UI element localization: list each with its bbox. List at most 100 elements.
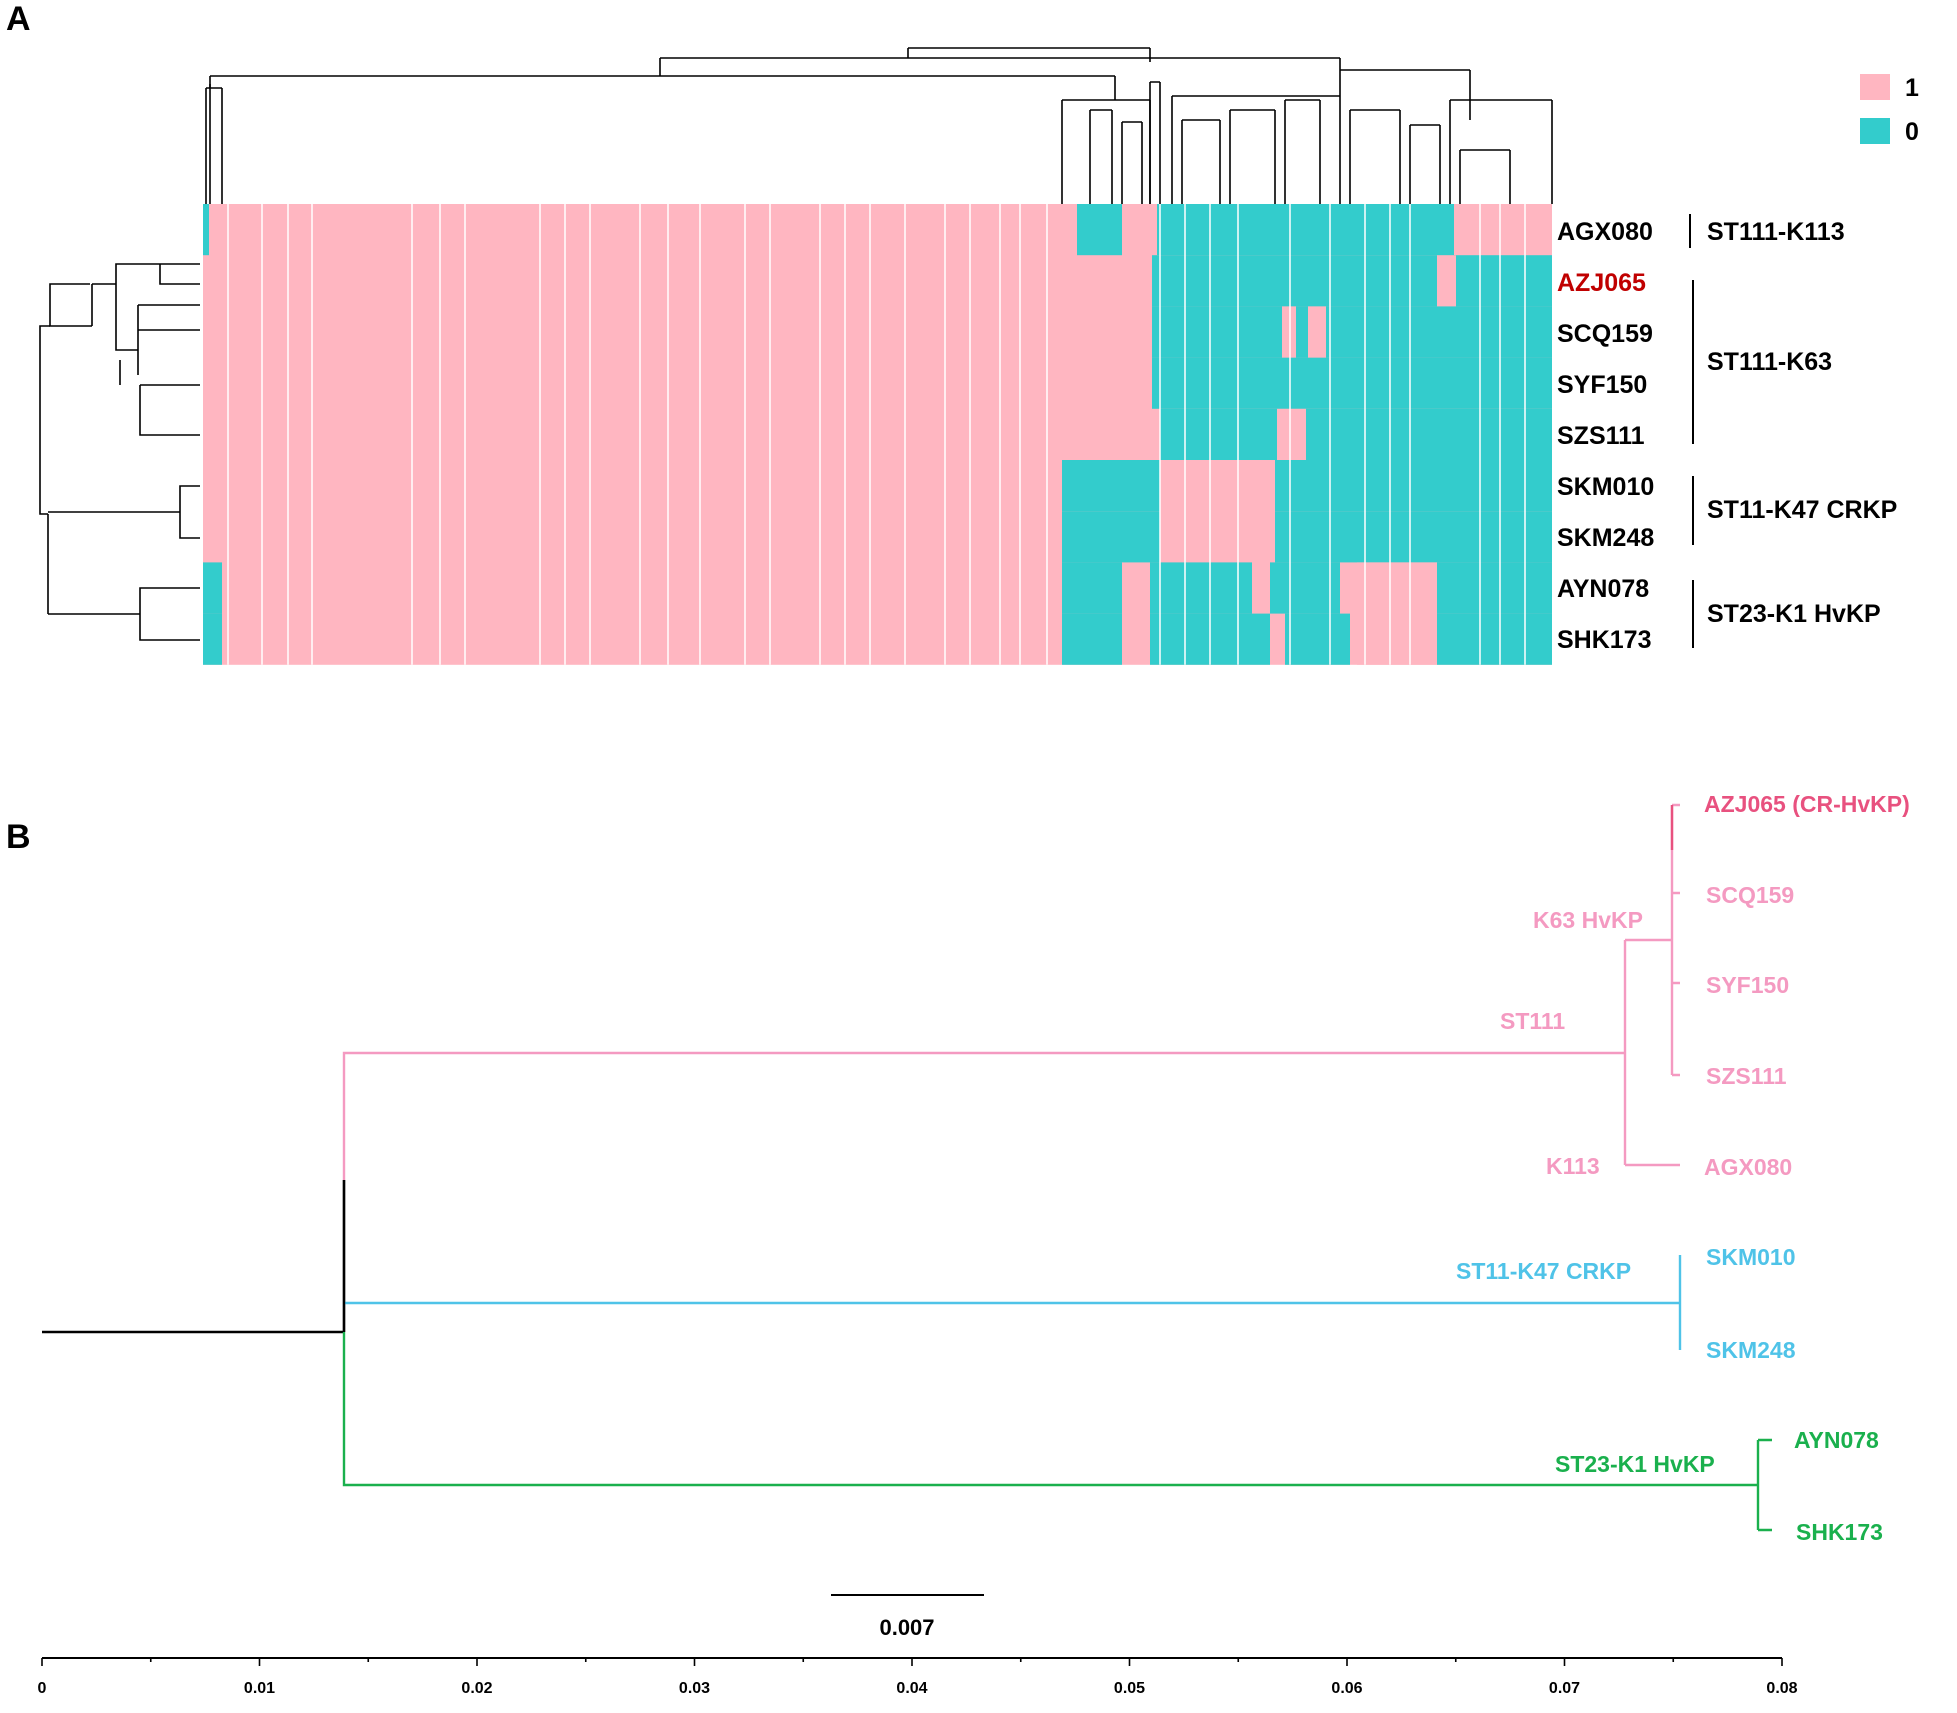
row-label-skm248: SKM248 xyxy=(1557,524,1654,552)
group-labels: ST111-K113 ST111-K63 ST11-K47 CRKP ST23-… xyxy=(1707,218,1897,628)
row-label-agx080: AGX080 xyxy=(1557,218,1653,246)
tree-branch-st11 xyxy=(344,1255,1682,1350)
heatmap-cell-1 xyxy=(1277,408,1306,460)
column-dendrogram-branch xyxy=(1459,149,1511,204)
heatmap-cell-1 xyxy=(1437,255,1456,307)
clade-label-k63: K63 HvKP xyxy=(1533,907,1643,933)
column-dendrogram-branch xyxy=(205,84,223,204)
tip-label-scq159: SCQ159 xyxy=(1706,882,1794,908)
tree-clade-labels: K63 HvKP ST111 K113 ST11-K47 CRKP ST23-K… xyxy=(1456,907,1715,1477)
heatmap xyxy=(203,204,1552,665)
heatmap-cell-0 xyxy=(1150,562,1252,614)
heatmap-cell-0 xyxy=(1077,204,1122,256)
tree-branch-st111 xyxy=(342,1051,1625,1180)
row-label-syf150: SYF150 xyxy=(1557,371,1647,399)
column-dendrogram-branch xyxy=(1171,95,1341,204)
column-dendrogram-branch xyxy=(1121,121,1143,204)
clade-label-st23-k1: ST23-K1 HvKP xyxy=(1555,1451,1715,1477)
axis-tick-label: 0.03 xyxy=(679,1680,710,1697)
row-dendro-branch xyxy=(159,263,200,285)
group-label-st23-k1: ST23-K1 HvKP xyxy=(1707,600,1881,628)
tip-label-syf150: SYF150 xyxy=(1706,972,1789,998)
tip-label-ayn078: AYN078 xyxy=(1794,1427,1879,1453)
clade-label-st11-k47: ST11-K47 CRKP xyxy=(1456,1258,1631,1284)
heatmap-cell-0 xyxy=(1152,357,1552,409)
heatmap-cell-0 xyxy=(1437,562,1552,614)
panel-a-letter: A xyxy=(6,0,31,38)
legend-label-0: 0 xyxy=(1905,118,1919,146)
phylogenetic-tree xyxy=(42,803,1772,1532)
row-label-ayn078: AYN078 xyxy=(1557,575,1649,603)
axis-tick-label: 0.02 xyxy=(461,1680,492,1697)
heatmap-cell-0 xyxy=(1275,460,1552,512)
heatmap-cell-0 xyxy=(1062,460,1160,512)
column-dendrogram-branch xyxy=(907,47,1151,62)
distance-axis: 0 0.01 0.02 0.03 0.04 0.05 0.06 0.07 0.08 xyxy=(38,1657,1798,1697)
column-dendrogram-branch xyxy=(1339,69,1471,120)
column-dendrogram-branch xyxy=(1181,119,1221,204)
tip-label-skm010: SKM010 xyxy=(1706,1244,1795,1270)
heatmap-cell-0 xyxy=(203,562,222,614)
heatmap-cell-0 xyxy=(1275,511,1552,563)
group-brackets xyxy=(1689,214,1694,648)
axis-tick-label: 0.08 xyxy=(1766,1680,1797,1697)
heatmap-cell-0 xyxy=(1152,306,1552,358)
row-labels: AGX080 AZJ065 SCQ159 SYF150 SZS111 SKM01… xyxy=(1557,218,1654,654)
row-label-skm010: SKM010 xyxy=(1557,473,1654,501)
tip-label-agx080: AGX080 xyxy=(1704,1154,1792,1180)
row-label-scq159: SCQ159 xyxy=(1557,320,1653,348)
heatmap-cell-0 xyxy=(1285,613,1350,665)
row-dendro-branch xyxy=(48,485,200,539)
row-dendro-branch xyxy=(92,263,200,375)
column-dendrogram-branch xyxy=(1409,124,1441,204)
tip-label-szs111: SZS111 xyxy=(1706,1063,1787,1089)
axis-tick-label: 0.06 xyxy=(1331,1680,1362,1697)
scale-bar-label: 0.007 xyxy=(879,1615,934,1640)
column-dendrogram-branch xyxy=(209,75,1116,100)
legend-label-1: 1 xyxy=(1905,74,1919,102)
heatmap-legend: 1 0 xyxy=(1860,74,1919,146)
heatmap-cell-0 xyxy=(1062,511,1160,563)
heatmap-cell-0 xyxy=(203,204,209,256)
heatmap-cell-0 xyxy=(1062,562,1122,614)
axis-tick-label: 0.01 xyxy=(244,1680,275,1697)
column-dendrogram-branch xyxy=(1229,109,1276,204)
heatmap-cell-1 xyxy=(1357,613,1437,665)
panel-b-letter: B xyxy=(6,818,31,856)
heatmap-cell-0 xyxy=(1437,613,1552,665)
heatmap-cell-1 xyxy=(1357,562,1437,614)
heatmap-cell-0 xyxy=(1270,562,1340,614)
tip-label-skm248: SKM248 xyxy=(1706,1337,1796,1363)
clade-label-k113: K113 xyxy=(1546,1153,1600,1179)
column-dendrogram-branch xyxy=(1449,99,1553,204)
axis-tick-label: 0.07 xyxy=(1549,1680,1580,1697)
heatmap-cell-0 xyxy=(1152,255,1552,307)
tree-tip-labels: AZJ065 (CR-HvKP) SCQ159 SYF150 SZS111 AG… xyxy=(1704,791,1910,1545)
legend-swatch-1 xyxy=(1860,74,1890,100)
group-label-st11-k47: ST11-K47 CRKP xyxy=(1707,496,1897,524)
column-dendrogram xyxy=(205,47,1553,204)
heatmap-cell-0 xyxy=(203,613,222,665)
heatmap-cell-0 xyxy=(1157,204,1454,256)
column-dendrogram-branch xyxy=(1284,99,1321,204)
column-dendrogram-branch xyxy=(1061,99,1151,204)
clade-label-st111: ST111 xyxy=(1500,1008,1565,1034)
row-label-szs111: SZS111 xyxy=(1557,422,1645,450)
column-dendrogram-branch xyxy=(659,57,1341,76)
axis-tick-label: 0 xyxy=(38,1680,47,1697)
row-dendro-branch xyxy=(48,587,200,641)
row-label-azj065: AZJ065 xyxy=(1557,269,1646,297)
column-dendrogram-branch xyxy=(1349,109,1401,204)
tip-label-azj065: AZJ065 (CR-HvKP) xyxy=(1704,791,1910,817)
tree-branch-k63-tips xyxy=(1670,803,1680,1077)
legend-swatch-0 xyxy=(1860,118,1890,144)
column-dendrogram-branch xyxy=(1149,81,1161,204)
heatmap-cell-1 xyxy=(1308,306,1326,358)
row-dendro-branch xyxy=(49,283,93,327)
tip-label-shk173: SHK173 xyxy=(1796,1519,1883,1545)
group-label-st111-k113: ST111-K113 xyxy=(1707,218,1845,246)
axis-tick-label: 0.05 xyxy=(1114,1680,1145,1697)
tree-branch-st23 xyxy=(342,1332,1772,1532)
row-dendro-branch xyxy=(119,360,200,436)
